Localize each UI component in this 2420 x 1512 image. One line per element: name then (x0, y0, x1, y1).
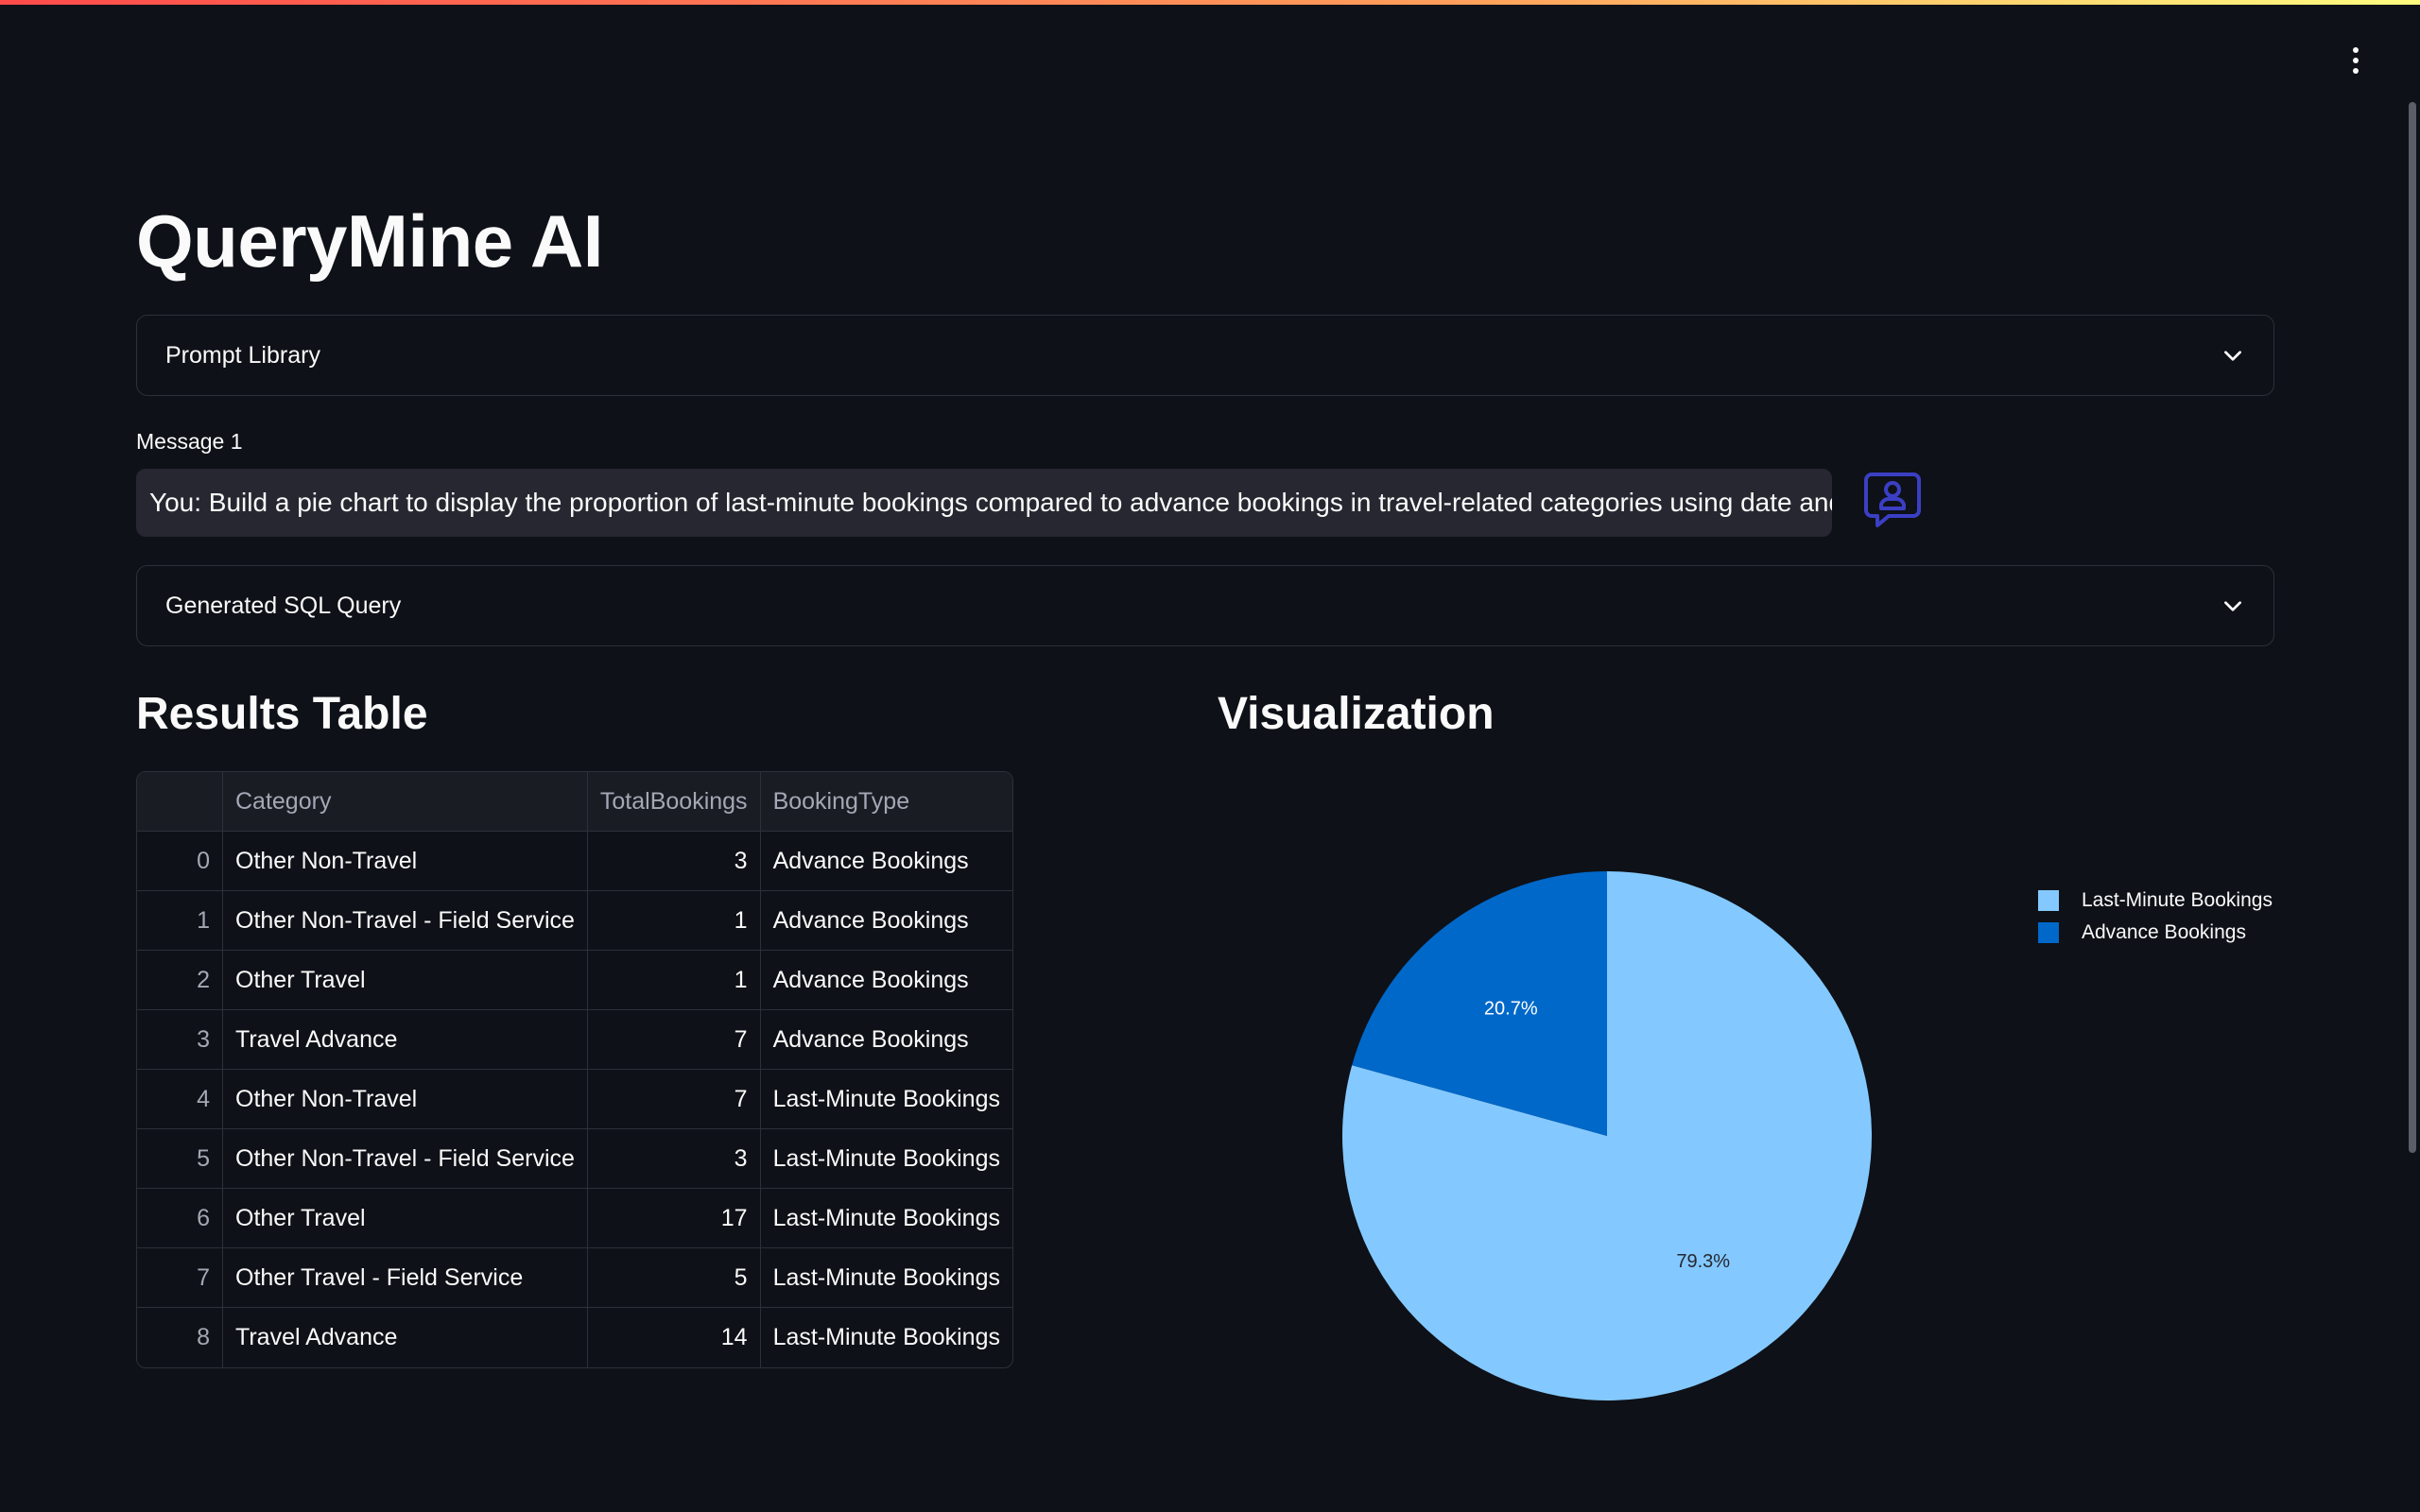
row-index: 0 (137, 832, 223, 891)
page-title: QueryMine AI (136, 199, 603, 283)
table-row[interactable]: 8 Travel Advance 14 Last-Minute Bookings (137, 1308, 1012, 1367)
pie-slice-label-1: 20.7% (1484, 999, 1538, 1020)
category-cell[interactable]: Other Non-Travel (223, 1070, 588, 1129)
column-header-total-bookings[interactable]: TotalBookings (587, 772, 761, 832)
legend-swatch (2038, 922, 2059, 943)
row-index: 5 (137, 1129, 223, 1189)
main-menu-button[interactable] (2337, 42, 2375, 79)
booking-type-cell[interactable]: Advance Bookings (760, 832, 1012, 891)
table-row[interactable]: 0 Other Non-Travel 3 Advance Bookings (137, 832, 1012, 891)
vertical-dots-icon (2353, 47, 2359, 53)
row-index: 1 (137, 891, 223, 951)
category-cell[interactable]: Travel Advance (223, 1308, 588, 1367)
chevron-down-icon (2224, 601, 2241, 611)
column-header-index[interactable] (137, 772, 223, 832)
row-index: 7 (137, 1248, 223, 1308)
category-cell[interactable]: Other Non-Travel - Field Service (223, 1129, 588, 1189)
total-bookings-cell[interactable]: 1 (587, 951, 761, 1010)
total-bookings-cell[interactable]: 3 (587, 832, 761, 891)
booking-type-cell[interactable]: Last-Minute Bookings (760, 1189, 1012, 1248)
legend-label: Advance Bookings (2082, 921, 2246, 943)
pie-slice-label-0: 79.3% (1676, 1251, 1730, 1272)
legend-label: Last-Minute Bookings (2082, 889, 2273, 911)
total-bookings-cell[interactable]: 5 (587, 1248, 761, 1308)
prompt-library-label: Prompt Library (165, 341, 320, 369)
total-bookings-cell[interactable]: 1 (587, 891, 761, 951)
booking-type-cell[interactable]: Last-Minute Bookings (760, 1248, 1012, 1308)
booking-type-cell[interactable]: Last-Minute Bookings (760, 1129, 1012, 1189)
pie-chart[interactable]: 79.3% 20.7% (1210, 756, 2288, 1436)
table-header-row: Category TotalBookings BookingType (137, 772, 1012, 832)
row-index: 4 (137, 1070, 223, 1129)
results-table[interactable]: Category TotalBookings BookingType 0 Oth… (136, 771, 1013, 1368)
top-accent-bar (0, 0, 2420, 5)
table-row[interactable]: 1 Other Non-Travel - Field Service 1 Adv… (137, 891, 1012, 951)
prompt-library-expander[interactable]: Prompt Library (136, 315, 2274, 396)
category-cell[interactable]: Other Travel - Field Service (223, 1248, 588, 1308)
booking-type-cell[interactable]: Last-Minute Bookings (760, 1070, 1012, 1129)
row-index: 6 (137, 1189, 223, 1248)
total-bookings-cell[interactable]: 7 (587, 1010, 761, 1070)
table-row[interactable]: 4 Other Non-Travel 7 Last-Minute Booking… (137, 1070, 1012, 1129)
page-scrollbar[interactable] (2409, 102, 2416, 1153)
results-table-title: Results Table (136, 689, 428, 739)
row-index: 8 (137, 1308, 223, 1367)
column-header-booking-type[interactable]: BookingType (760, 772, 1012, 832)
visualization-title: Visualization (1218, 689, 1495, 739)
booking-type-cell[interactable]: Advance Bookings (760, 951, 1012, 1010)
pie-slice-1[interactable] (1352, 871, 1607, 1136)
row-index: 2 (137, 951, 223, 1010)
total-bookings-cell[interactable]: 3 (587, 1129, 761, 1189)
table-row[interactable]: 2 Other Travel 1 Advance Bookings (137, 951, 1012, 1010)
chart-legend: Last-Minute Bookings Advance Bookings (2038, 885, 2273, 949)
category-cell[interactable]: Travel Advance (223, 1010, 588, 1070)
sql-query-label: Generated SQL Query (165, 592, 402, 619)
total-bookings-cell[interactable]: 7 (587, 1070, 761, 1129)
table-row[interactable]: 6 Other Travel 17 Last-Minute Bookings (137, 1189, 1012, 1248)
total-bookings-cell[interactable]: 17 (587, 1189, 761, 1248)
table-row[interactable]: 5 Other Non-Travel - Field Service 3 Las… (137, 1129, 1012, 1189)
category-cell[interactable]: Other Non-Travel (223, 832, 588, 891)
table-row[interactable]: 7 Other Travel - Field Service 5 Last-Mi… (137, 1248, 1012, 1308)
legend-item-advance[interactable]: Advance Bookings (2038, 917, 2273, 949)
message-text: You: Build a pie chart to display the pr… (149, 488, 1832, 517)
row-index: 3 (137, 1010, 223, 1070)
message-label: Message 1 (136, 429, 243, 454)
category-cell[interactable]: Other Travel (223, 951, 588, 1010)
booking-type-cell[interactable]: Advance Bookings (760, 891, 1012, 951)
chevron-down-icon (2224, 351, 2241, 361)
user-chat-icon (1864, 472, 1921, 527)
category-cell[interactable]: Other Non-Travel - Field Service (223, 891, 588, 951)
total-bookings-cell[interactable]: 14 (588, 1308, 761, 1367)
category-cell[interactable]: Other Travel (223, 1189, 588, 1248)
column-header-category[interactable]: Category (223, 772, 588, 832)
table-row[interactable]: 3 Travel Advance 7 Advance Bookings (137, 1010, 1012, 1070)
sql-query-expander[interactable]: Generated SQL Query (136, 565, 2274, 646)
booking-type-cell[interactable]: Advance Bookings (760, 1010, 1012, 1070)
legend-swatch (2038, 890, 2059, 911)
message-input[interactable]: You: Build a pie chart to display the pr… (136, 469, 1832, 537)
booking-type-cell[interactable]: Last-Minute Bookings (772, 1324, 1000, 1350)
legend-item-last-minute[interactable]: Last-Minute Bookings (2038, 885, 2273, 917)
